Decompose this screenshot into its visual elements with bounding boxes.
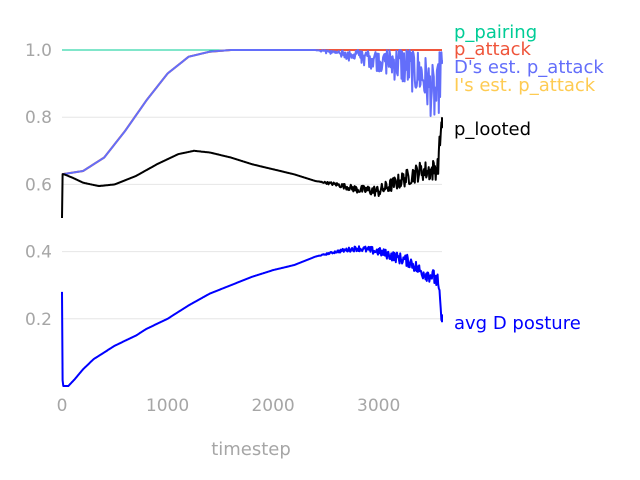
series-label: D's est. p_attack <box>454 57 604 78</box>
series-line-d-s-est-p-attack <box>61 49 443 176</box>
series-line-p-looted <box>61 117 443 219</box>
y-tick-label: 0.8 <box>25 108 52 128</box>
y-axis-ticks: 0.2 0.4 0.6 0.8 1.0 <box>25 41 52 330</box>
x-axis-title: timestep <box>211 439 291 460</box>
series-line-i-s-est-p-attack <box>61 49 442 176</box>
x-tick-label: 0 <box>57 396 68 416</box>
x-tick-label: 1000 <box>146 396 189 416</box>
x-axis-ticks: 0 1000 2000 3000 <box>57 396 401 416</box>
y-tick-label: 0.6 <box>25 175 52 195</box>
series-label: I's est. p_attack <box>454 75 596 96</box>
series-lines <box>61 49 443 387</box>
series-label: p_pairing <box>454 22 537 43</box>
series-line-p-attack <box>61 49 442 176</box>
y-tick-label: 0.4 <box>25 243 52 263</box>
y-tick-label: 1.0 <box>25 41 52 61</box>
series-line-avg-d-posture <box>61 245 443 387</box>
x-tick-label: 3000 <box>357 396 400 416</box>
x-tick-label: 2000 <box>251 396 294 416</box>
series-label: avg D posture <box>454 313 581 334</box>
y-tick-label: 0.2 <box>25 310 52 330</box>
series-label: p_attack <box>454 39 531 60</box>
series-label: p_looted <box>454 119 531 140</box>
